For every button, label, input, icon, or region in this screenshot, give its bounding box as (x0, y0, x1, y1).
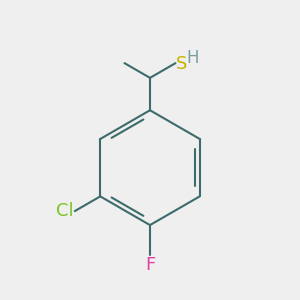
Text: H: H (187, 49, 199, 67)
Text: S: S (176, 55, 188, 73)
Text: Cl: Cl (56, 202, 74, 220)
Text: F: F (145, 256, 155, 274)
